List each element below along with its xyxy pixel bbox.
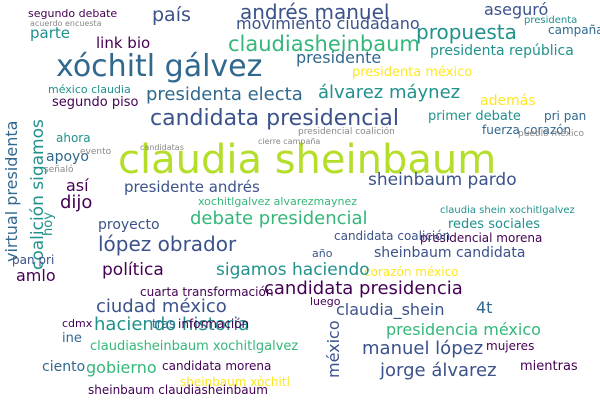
- word: primer debate: [428, 109, 521, 124]
- word: presidenta: [524, 15, 578, 26]
- word: claudia_shein: [336, 300, 445, 319]
- word: sigamos haciendo: [216, 260, 370, 280]
- word: campaña: [548, 23, 600, 37]
- word: sheinbaum candidata: [374, 245, 526, 261]
- word: claudiasheinbaum xochitlgalvez: [90, 339, 299, 354]
- word: fuerza corazón: [482, 123, 572, 137]
- word: aseguró: [484, 0, 549, 19]
- word: claudia shein xochitlgalvez: [440, 205, 575, 216]
- word: país: [152, 4, 191, 26]
- word: jorge álvarez: [380, 360, 497, 381]
- word: sheinbaum claudiasheinbaum: [88, 383, 268, 397]
- word: cierre campaña: [258, 137, 321, 146]
- word: coalición sigamos: [28, 119, 48, 270]
- word: presidenta electa: [146, 84, 303, 105]
- word: lópez obrador: [98, 232, 237, 256]
- word: xóchitl gálvez: [56, 49, 263, 84]
- word: tras: [152, 317, 176, 331]
- word: cuarta transformación: [140, 285, 274, 299]
- word: ciento: [42, 359, 86, 375]
- word: información: [178, 317, 250, 331]
- word: corazón méxico: [364, 265, 459, 279]
- word: presidenta república: [430, 43, 574, 59]
- word: redes sociales: [448, 217, 541, 232]
- word: pueblo méxico: [518, 129, 584, 139]
- word: hoy: [41, 212, 56, 236]
- word: pri pan: [544, 109, 587, 123]
- word: manuel lópez: [362, 338, 484, 359]
- word: política: [102, 260, 164, 280]
- word: ciudad méxico: [96, 296, 227, 317]
- word: méxico: [324, 320, 343, 378]
- word: virtual presidenta: [2, 120, 21, 262]
- word: cdmx: [62, 317, 93, 330]
- word: así: [66, 176, 89, 195]
- word: gobierno: [86, 358, 157, 377]
- word: presidente andrés: [124, 178, 260, 196]
- word: presidente: [296, 48, 382, 67]
- word: segundo piso: [52, 95, 139, 110]
- word: andrés manuel: [240, 0, 390, 24]
- word: parte: [30, 24, 70, 42]
- word: mientras: [520, 359, 578, 374]
- word: link bio: [96, 34, 151, 52]
- word: año: [312, 247, 333, 260]
- word: claudia sheinbaum: [118, 137, 497, 183]
- word: sheinbaum xóchitl: [180, 375, 290, 389]
- word: acuerdo encuesta: [30, 19, 102, 28]
- word: presidencial morena: [420, 231, 543, 245]
- word: candidata coalición: [334, 229, 451, 243]
- word: movimiento ciudadano: [236, 14, 420, 33]
- word: haciendo historia: [94, 314, 250, 335]
- word: dijo: [60, 192, 93, 213]
- word: candidata presidencia: [264, 278, 463, 299]
- word: sheinbaum pardo: [368, 170, 517, 190]
- word: claudiasheinbaum: [228, 32, 420, 56]
- word: 4t: [476, 298, 493, 317]
- word: pan pri: [12, 253, 55, 267]
- word: además: [480, 93, 536, 109]
- word: presidencia méxico: [386, 320, 541, 339]
- word: señaló: [44, 165, 74, 175]
- word: apoyo: [46, 149, 89, 165]
- word: candidata morena: [162, 359, 272, 373]
- word: evento: [80, 147, 112, 157]
- word: méxico claudia: [48, 83, 131, 96]
- word: candidatas: [140, 143, 184, 152]
- word: ine: [62, 331, 82, 346]
- word: propuesta: [416, 20, 517, 44]
- word: candidata presidencial: [150, 106, 400, 131]
- word: luego: [310, 295, 341, 308]
- word: proyecto: [98, 217, 160, 233]
- word: presidencial coalición: [298, 127, 395, 137]
- word: segundo debate: [28, 7, 118, 20]
- word: mujeres: [486, 339, 535, 353]
- word: álvarez máynez: [318, 82, 461, 103]
- word: presidenta méxico: [352, 65, 473, 80]
- word: debate presidencial: [190, 208, 368, 229]
- word: xochitlgalvez alvarezmaynez: [198, 195, 358, 208]
- word: amlo: [16, 266, 56, 285]
- word: ahora: [56, 131, 91, 145]
